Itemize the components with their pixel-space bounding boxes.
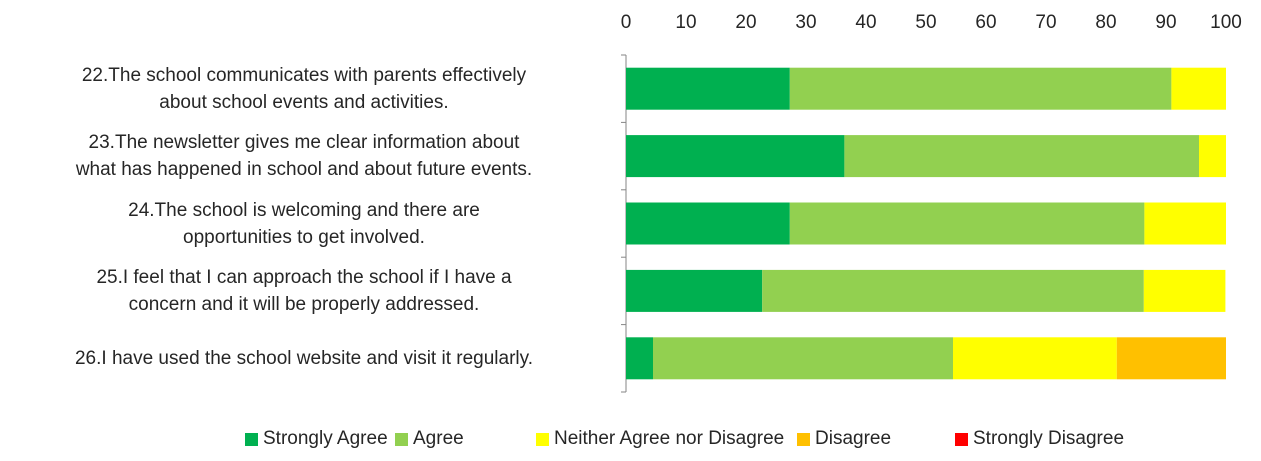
legend-swatch	[395, 432, 408, 446]
legend-item: Neither Agree nor Disagree	[536, 424, 784, 454]
bar-segment	[762, 269, 1144, 312]
legend-item: Disagree	[797, 424, 891, 454]
legend-swatch	[245, 432, 258, 446]
legend-label: Strongly Disagree	[973, 428, 1125, 449]
legend-item: Agree	[395, 424, 464, 454]
bar-segment	[1143, 269, 1226, 312]
legend-swatch	[797, 432, 810, 446]
bar-segment	[1144, 202, 1226, 245]
x-tick-label: 70	[1035, 12, 1056, 33]
x-tick-label: 0	[621, 12, 632, 33]
x-tick-label: 40	[855, 12, 876, 33]
bar-segment	[789, 67, 1172, 110]
bar-segment	[626, 202, 790, 245]
stacked-bar-chart: 0 10 20 30 40 50 60 70 80 90 100	[621, 12, 1242, 393]
bar-segment	[1116, 337, 1226, 380]
bar-segment	[626, 337, 653, 380]
category-label: 26.I have used the school website and vi…	[4, 345, 604, 372]
x-tick-label: 90	[1155, 12, 1176, 33]
x-tick-label: 30	[795, 12, 816, 33]
legend-swatch	[536, 432, 549, 446]
category-label-line: opportunities to get involved.	[183, 226, 425, 248]
legend-label: Neither Agree nor Disagree	[554, 428, 785, 449]
x-tick-label: 10	[675, 12, 696, 33]
bars-layer	[626, 67, 1226, 380]
bar-segment	[844, 135, 1199, 178]
legend-label: Strongly Agree	[263, 428, 388, 449]
category-label: 22.The school communicates with parents …	[4, 62, 604, 116]
bar-segment	[626, 269, 763, 312]
legend-label: Agree	[413, 428, 464, 449]
legend-label: Disagree	[815, 428, 892, 449]
category-label: 24.The school is welcoming and there are…	[4, 197, 604, 251]
bar-segment	[653, 337, 953, 380]
category-label-line: about school events and activities.	[159, 91, 449, 113]
category-label-line: 23.The newsletter gives me clear informa…	[88, 132, 520, 154]
x-tick-label: 60	[975, 12, 996, 33]
x-tick-label: 80	[1095, 12, 1116, 33]
bar-segment	[953, 337, 1117, 380]
category-label-line: 22.The school communicates with parents …	[81, 64, 527, 86]
category-label-line: 25.I feel that I can approach the school…	[96, 266, 512, 288]
category-label-line: 24.The school is welcoming and there are	[128, 199, 480, 221]
bar-segment	[1199, 135, 1226, 178]
bar-segment	[626, 67, 790, 110]
category-label-line: concern and it will be properly addresse…	[128, 293, 480, 315]
legend-item: Strongly Agree	[245, 424, 388, 454]
category-label-line: what has happened in school and about fu…	[75, 159, 533, 181]
category-label-line: 26.I have used the school website and vi…	[74, 347, 533, 369]
bar-segment	[1171, 67, 1226, 110]
legend-swatch	[955, 432, 968, 446]
bar-segment	[626, 135, 845, 178]
category-label: 23.The newsletter gives me clear informa…	[4, 129, 604, 183]
axis-layer: 0 10 20 30 40 50 60 70 80 90 100	[621, 12, 1242, 393]
category-label: 25.I feel that I can approach the school…	[4, 264, 604, 318]
legend-item: Strongly Disagree	[955, 424, 1124, 454]
bar-segment	[789, 202, 1145, 245]
x-tick-label: 100	[1210, 12, 1242, 33]
legend: Strongly Agree Agree Neither Agree nor Dis…	[0, 424, 1261, 454]
x-tick-label: 50	[915, 12, 936, 33]
x-tick-label: 20	[735, 12, 756, 33]
